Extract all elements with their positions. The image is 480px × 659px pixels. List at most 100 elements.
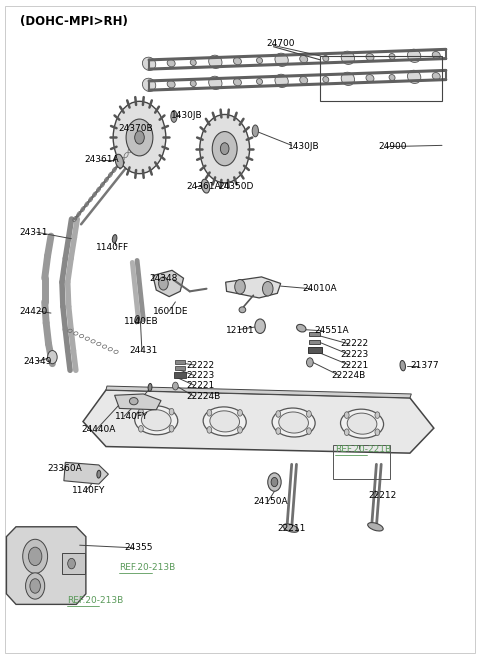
Circle shape [307, 358, 313, 367]
Circle shape [268, 473, 281, 491]
Ellipse shape [300, 55, 308, 63]
Ellipse shape [130, 397, 138, 405]
Circle shape [23, 539, 48, 573]
Circle shape [276, 411, 281, 417]
Circle shape [220, 143, 229, 155]
Circle shape [235, 279, 245, 294]
Ellipse shape [368, 523, 383, 531]
Text: 22223: 22223 [186, 371, 215, 380]
Text: 24348: 24348 [149, 273, 178, 283]
Text: 24440A: 24440A [81, 425, 116, 434]
Circle shape [158, 277, 168, 290]
Polygon shape [106, 386, 411, 398]
Circle shape [200, 115, 250, 183]
Text: 1140FY: 1140FY [72, 486, 105, 495]
Ellipse shape [279, 412, 309, 433]
Polygon shape [226, 277, 281, 298]
Ellipse shape [389, 74, 395, 80]
Circle shape [139, 409, 144, 415]
Circle shape [25, 573, 45, 599]
Ellipse shape [366, 74, 374, 82]
Text: 24420: 24420 [20, 306, 48, 316]
Text: 24349: 24349 [24, 357, 52, 366]
Text: 24700: 24700 [266, 39, 295, 48]
Text: 1430JB: 1430JB [288, 142, 320, 151]
Circle shape [172, 382, 178, 390]
Circle shape [307, 411, 312, 417]
Ellipse shape [97, 471, 101, 478]
Circle shape [276, 428, 281, 434]
Ellipse shape [203, 407, 246, 436]
Ellipse shape [272, 408, 315, 437]
Circle shape [238, 409, 242, 416]
Polygon shape [64, 463, 108, 484]
Bar [310, 340, 321, 344]
Polygon shape [6, 527, 86, 604]
Text: 24355: 24355 [124, 543, 153, 552]
Circle shape [113, 101, 166, 173]
Ellipse shape [432, 72, 440, 80]
Ellipse shape [275, 53, 288, 67]
Text: 22212: 22212 [368, 491, 396, 500]
Ellipse shape [233, 57, 241, 65]
Ellipse shape [148, 384, 152, 391]
Bar [175, 366, 185, 370]
Ellipse shape [432, 51, 440, 59]
Circle shape [169, 409, 174, 415]
Text: 24900: 24900 [379, 142, 408, 151]
Ellipse shape [389, 53, 395, 59]
Ellipse shape [323, 76, 329, 82]
Circle shape [207, 426, 212, 433]
Bar [321, 56, 443, 101]
Bar [62, 553, 85, 574]
Ellipse shape [341, 51, 355, 65]
Circle shape [344, 429, 349, 436]
Ellipse shape [210, 411, 240, 432]
Text: 22224B: 22224B [331, 371, 365, 380]
Ellipse shape [256, 78, 263, 84]
Ellipse shape [252, 125, 258, 137]
Ellipse shape [202, 179, 210, 193]
Ellipse shape [408, 49, 421, 63]
Ellipse shape [239, 307, 246, 313]
Circle shape [238, 426, 242, 433]
Ellipse shape [233, 78, 241, 86]
Ellipse shape [347, 413, 377, 434]
Text: 22222: 22222 [186, 361, 215, 370]
Bar [333, 445, 390, 480]
Circle shape [28, 547, 42, 565]
Text: 24431: 24431 [129, 346, 157, 355]
Text: 1140EB: 1140EB [124, 317, 159, 326]
Text: 24361A: 24361A [84, 156, 119, 164]
Text: REF.20-221B: REF.20-221B [335, 445, 391, 453]
Text: 22224B: 22224B [186, 392, 221, 401]
Ellipse shape [256, 57, 263, 63]
Text: 24361A: 24361A [186, 182, 221, 190]
Circle shape [135, 131, 144, 144]
Text: REF.20-213B: REF.20-213B [120, 563, 176, 572]
Ellipse shape [300, 76, 308, 84]
Ellipse shape [143, 57, 156, 71]
Text: 24010A: 24010A [302, 284, 337, 293]
Circle shape [375, 412, 380, 418]
Circle shape [255, 319, 265, 333]
Circle shape [344, 412, 349, 418]
Circle shape [139, 426, 144, 432]
Ellipse shape [275, 74, 288, 88]
Circle shape [212, 132, 237, 166]
Circle shape [271, 478, 278, 486]
Ellipse shape [283, 524, 299, 532]
Ellipse shape [366, 53, 374, 61]
Ellipse shape [408, 71, 421, 84]
Bar [310, 332, 321, 336]
Text: 1430JB: 1430JB [170, 111, 202, 121]
Ellipse shape [323, 55, 329, 61]
Polygon shape [153, 270, 183, 297]
Circle shape [207, 409, 212, 416]
Text: 1140FY: 1140FY [115, 412, 148, 421]
Ellipse shape [115, 154, 123, 168]
Text: 22211: 22211 [277, 524, 306, 532]
Circle shape [169, 426, 174, 432]
Text: 12101: 12101 [226, 326, 254, 335]
Text: 22223: 22223 [340, 350, 369, 359]
